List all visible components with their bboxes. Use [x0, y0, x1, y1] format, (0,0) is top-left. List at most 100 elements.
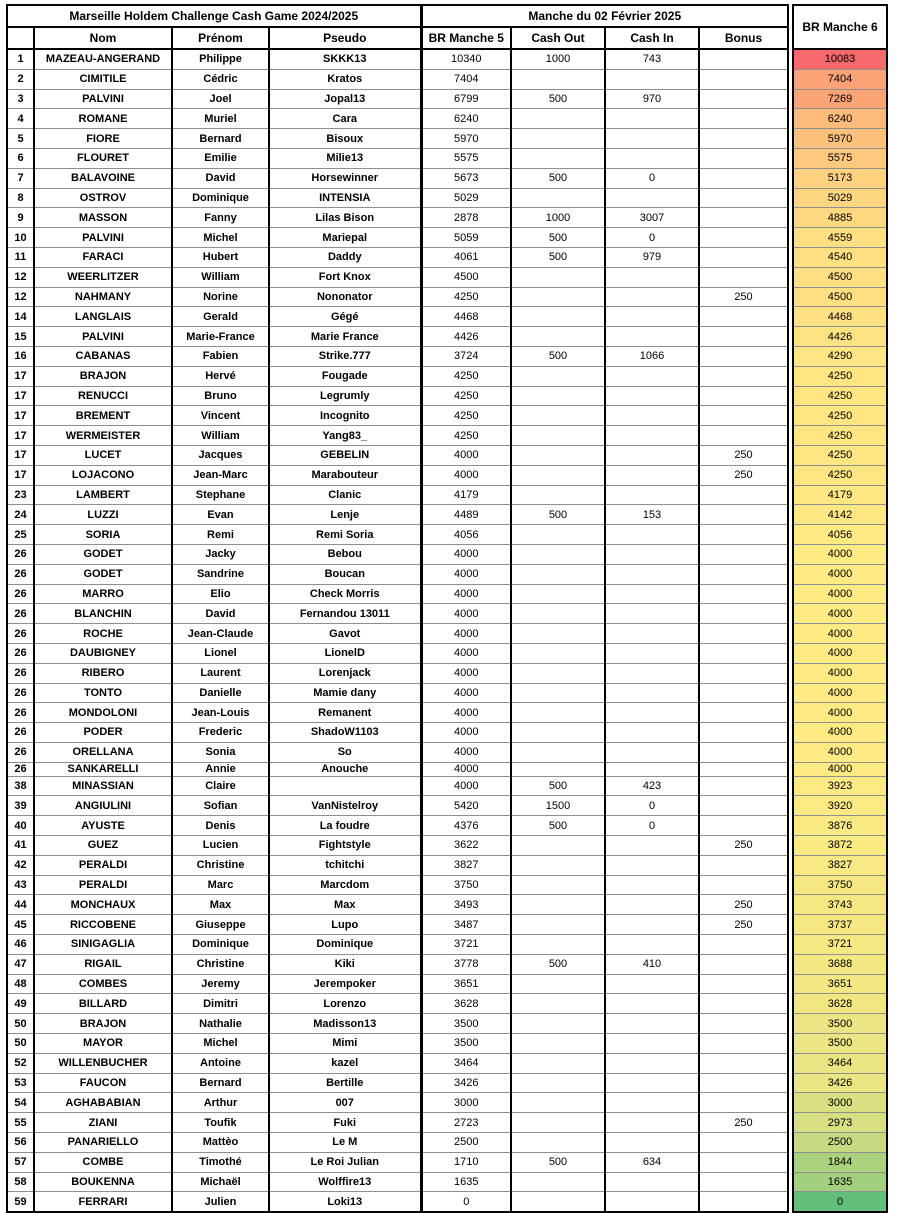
table-title-right: Manche du 02 Février 2025 [420, 4, 789, 28]
cash-in-cell [604, 662, 700, 684]
pseudo-cell: Daddy [268, 246, 423, 268]
cash-in-cell [604, 405, 700, 427]
br5-cell: 3464 [420, 1052, 512, 1074]
rank-cell: 12 [6, 286, 35, 308]
cash-out-cell [510, 894, 606, 916]
br6-cell: 4426 [792, 326, 888, 347]
br6-cell: 4250 [792, 425, 888, 446]
bonus-cell [698, 326, 789, 347]
prenom-cell: Toufik [171, 1112, 270, 1134]
nom-cell: MINASSIAN [33, 775, 173, 797]
bonus-cell [698, 405, 789, 427]
br6-cell: 4000 [792, 583, 888, 605]
cash-in-cell: 0 [604, 227, 700, 248]
column-gap [788, 1033, 793, 1054]
br6-cell: 4250 [792, 385, 888, 407]
column-gap [788, 1053, 793, 1074]
rank-cell: 11 [6, 246, 35, 268]
br5-cell: 3628 [420, 993, 512, 1015]
pseudo-cell: So [268, 741, 423, 763]
nom-cell: RIGAIL [33, 953, 173, 975]
table-row: 26 ROCHE Jean-Claude Gavot 4000 4000 [6, 623, 888, 644]
table-row: 12 NAHMANY Norine Nononator 4250 250 4500 [6, 286, 888, 308]
cash-out-cell [510, 464, 606, 486]
nom-cell: MONDOLONI [33, 702, 173, 724]
pseudo-cell: Horsewinner [268, 167, 423, 189]
rank-cell: 10 [6, 227, 35, 248]
cash-out-cell [510, 662, 606, 684]
pseudo-cell: Le M [268, 1132, 423, 1153]
table-row: 2 CIMITILE Cédric Kratos 7404 7404 [6, 68, 888, 90]
br5-cell: 4426 [420, 326, 512, 347]
column-gap [788, 425, 793, 446]
br6-cell: 2973 [792, 1112, 888, 1134]
nom-cell: LAMBERT [33, 484, 173, 506]
cash-in-cell: 743 [604, 48, 700, 70]
column-gap [788, 465, 793, 486]
br5-cell: 6799 [420, 88, 512, 110]
nom-cell: RIBERO [33, 662, 173, 684]
nom-cell: MAZEAU-ANGERAND [33, 48, 173, 70]
cash-in-cell [604, 365, 700, 387]
bonus-cell [698, 583, 789, 605]
br6-cell: 4000 [792, 702, 888, 724]
cash-out-cell [510, 543, 606, 565]
column-header-cash-out: Cash Out [510, 26, 606, 50]
pseudo-cell: Clanic [268, 484, 423, 506]
rank-cell: 17 [6, 464, 35, 486]
br5-cell: 3000 [420, 1092, 512, 1114]
br5-cell: 3750 [420, 874, 512, 896]
br5-cell: 2500 [420, 1132, 512, 1153]
br6-cell: 4000 [792, 741, 888, 763]
bonus-cell [698, 1132, 789, 1153]
rank-cell: 26 [6, 722, 35, 743]
bonus-cell [698, 874, 789, 896]
nom-cell: FLOURET [33, 147, 173, 169]
prenom-cell: Bernard [171, 128, 270, 149]
cash-in-cell [604, 543, 700, 565]
pseudo-cell: Remanent [268, 702, 423, 724]
br6-cell: 2500 [792, 1132, 888, 1153]
column-gap [788, 875, 793, 895]
table-row: 26 ORELLANA Sonia So 4000 4000 [6, 741, 888, 763]
br6-cell: 4000 [792, 642, 888, 664]
cash-in-cell [604, 682, 700, 704]
table-row: 26 SANKARELLI Annie Anouche 4000 4000 [6, 761, 888, 777]
br6-cell: 5970 [792, 128, 888, 149]
table-row: 48 COMBES Jeremy Jerempoker 3651 3651 [6, 973, 888, 995]
prenom-cell: Muriel [171, 108, 270, 130]
pseudo-cell: Bertille [268, 1072, 423, 1094]
nom-cell: TONTO [33, 682, 173, 704]
table-row: 10 PALVINI Michel Mariepal 5059 500 0 4559 [6, 227, 888, 248]
rank-cell: 17 [6, 444, 35, 466]
cash-in-cell: 3007 [604, 207, 700, 229]
table-row: 56 PANARIELLO Mattèo Le M 2500 2500 [6, 1132, 888, 1153]
nom-cell: PANARIELLO [33, 1132, 173, 1153]
cash-in-cell: 153 [604, 504, 700, 526]
rank-cell: 17 [6, 385, 35, 407]
prenom-cell: Denis [171, 815, 270, 837]
pseudo-cell: INTENSIA [268, 187, 423, 209]
column-gap [788, 188, 793, 208]
br6-cell: 3920 [792, 795, 888, 817]
prenom-cell: Antoine [171, 1052, 270, 1074]
cash-out-cell [510, 934, 606, 955]
rank-cell: 25 [6, 524, 35, 545]
bonus-cell [698, 973, 789, 995]
cash-out-cell [510, 266, 606, 288]
br6-cell: 0 [792, 1191, 888, 1213]
bonus-cell [698, 167, 789, 189]
br6-cell: 3464 [792, 1052, 888, 1074]
column-gap [788, 306, 793, 327]
column-gap [788, 386, 793, 406]
bonus-cell [698, 623, 789, 644]
pseudo-cell: Lenje [268, 504, 423, 526]
column-gap [788, 287, 793, 307]
prenom-cell: Hubert [171, 246, 270, 268]
br6-cell: 4500 [792, 266, 888, 288]
cash-out-cell: 1500 [510, 795, 606, 817]
br5-cell: 4000 [420, 702, 512, 724]
br5-cell: 6240 [420, 108, 512, 130]
table-row: 9 MASSON Fanny Lilas Bison 2878 1000 3007 4885 [6, 207, 888, 229]
br6-cell: 4142 [792, 504, 888, 526]
